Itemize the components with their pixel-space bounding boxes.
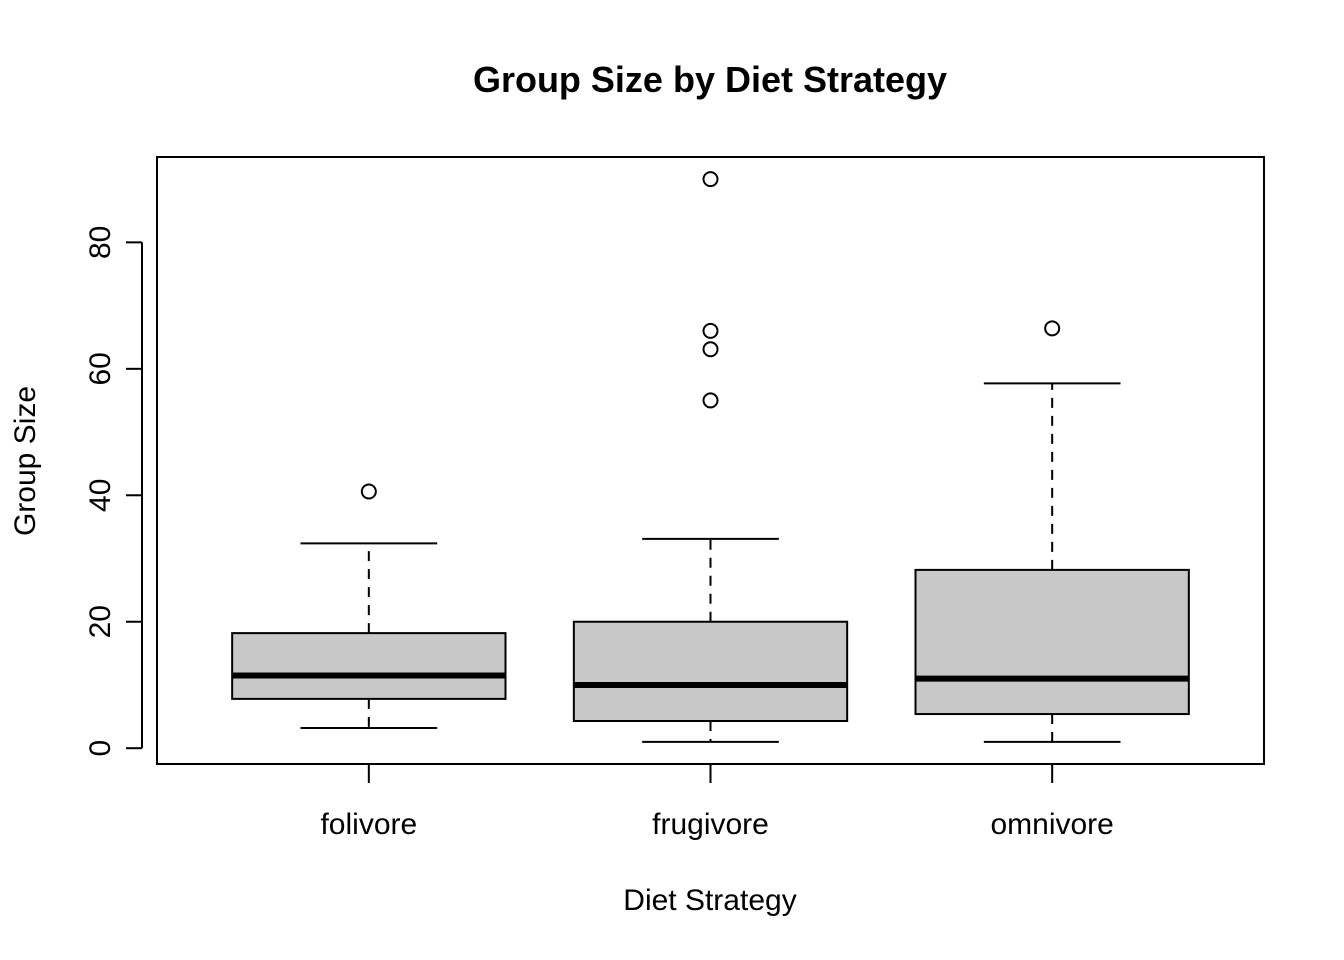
- iqr-box: [231, 632, 507, 700]
- box-group: [231, 171, 1190, 743]
- iqr-box: [914, 568, 1190, 716]
- y-tick-label: 0: [84, 740, 117, 757]
- outlier-point: [702, 171, 719, 188]
- x-tick-label: omnivore: [990, 808, 1113, 841]
- y-tick-label: 20: [84, 605, 117, 638]
- outlier-point: [702, 341, 719, 358]
- outlier-point: [360, 483, 377, 500]
- x-tick-label: folivore: [320, 808, 417, 841]
- x-tick-label: frugivore: [652, 808, 769, 841]
- box-frugivore: [572, 171, 849, 743]
- y-tick-label: 80: [84, 226, 117, 259]
- box-folivore: [231, 483, 507, 729]
- outlier-point: [702, 322, 719, 339]
- outlier-point: [702, 392, 719, 409]
- outlier-point: [1044, 320, 1061, 337]
- chart-title: Group Size by Diet Strategy: [473, 59, 947, 100]
- box-omnivore: [914, 320, 1190, 743]
- x-axis-label: Diet Strategy: [623, 884, 796, 917]
- y-axis-label: Group Size: [9, 386, 42, 536]
- y-axis: 0 20 40 60 80: [84, 226, 143, 757]
- iqr-box: [572, 620, 849, 723]
- x-axis: folivore frugivore omnivore: [320, 764, 1114, 841]
- y-tick-label: 40: [84, 479, 117, 512]
- y-tick-label: 60: [84, 352, 117, 385]
